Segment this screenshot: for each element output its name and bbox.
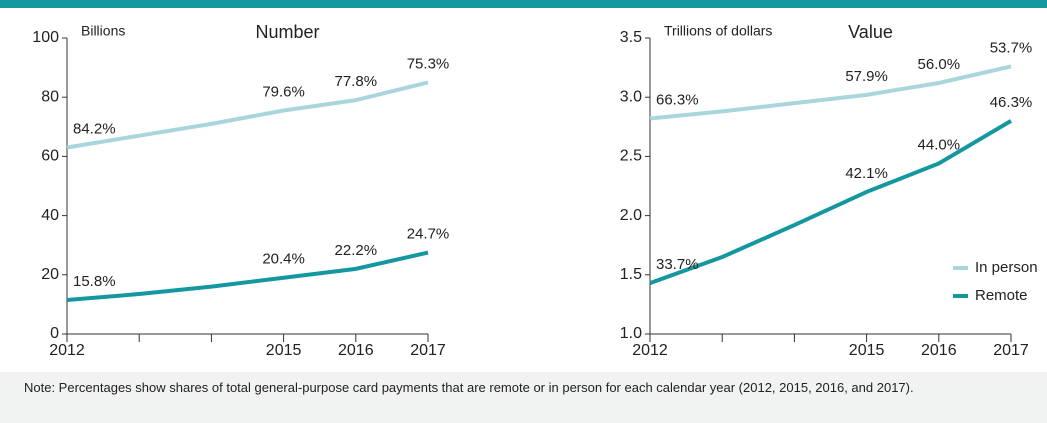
point-label: 75.3% xyxy=(407,55,450,72)
point-label: 57.9% xyxy=(845,68,888,85)
point-label: 24.7% xyxy=(407,226,450,243)
point-label: 56.0% xyxy=(918,56,961,73)
point-label: 53.7% xyxy=(990,39,1033,56)
chart-title: Value xyxy=(848,22,893,42)
y-tick-label: 20 xyxy=(41,266,59,283)
point-label: 22.2% xyxy=(335,242,378,259)
y-axis-label: Billions xyxy=(81,23,125,39)
note: Note: Percentages show shares of total g… xyxy=(0,372,1047,423)
y-tick-label: 1.0 xyxy=(620,325,642,342)
point-label: 44.0% xyxy=(918,136,961,153)
y-tick-label: 60 xyxy=(41,148,59,165)
y-tick-label: 2.5 xyxy=(620,148,642,165)
point-label: 33.7% xyxy=(656,256,699,273)
point-label: 46.3% xyxy=(990,94,1033,111)
y-tick-label: 0 xyxy=(50,325,59,342)
x-tick-label: 2016 xyxy=(338,342,374,359)
x-tick-label: 2012 xyxy=(49,342,85,359)
top-bar xyxy=(0,0,1047,8)
x-tick-label: 2017 xyxy=(410,342,446,359)
point-label: 42.1% xyxy=(845,165,888,182)
x-tick-label: 2016 xyxy=(921,342,957,359)
legend-label: In person xyxy=(975,259,1038,276)
series-line xyxy=(649,119,1013,285)
legend-label: Remote xyxy=(975,287,1028,304)
x-tick-label: 2015 xyxy=(266,342,302,359)
y-axis-label: Trillions of dollars xyxy=(664,23,772,39)
x-tick-label: 2015 xyxy=(849,342,885,359)
y-tick-label: 1.5 xyxy=(620,266,642,283)
y-tick-label: 2.0 xyxy=(620,207,642,224)
charts: Number Billions 0 20 40 60 80 100 2012 2015 2016 20… xyxy=(0,0,1047,359)
x-tick-label: 2012 xyxy=(632,342,668,359)
y-tick-label: 3.5 xyxy=(620,29,642,46)
point-label: 20.4% xyxy=(262,251,305,268)
point-label: 15.8% xyxy=(73,273,116,290)
y-tick-label: 80 xyxy=(41,88,59,105)
point-label: 66.3% xyxy=(656,91,699,108)
point-label: 79.6% xyxy=(262,83,305,100)
y-tick-label: 40 xyxy=(41,207,59,224)
series-line xyxy=(66,80,429,150)
y-tick-label: 100 xyxy=(32,29,59,46)
series-line xyxy=(66,250,429,302)
point-label: 77.8% xyxy=(335,73,378,90)
point-label: 84.2% xyxy=(73,120,116,137)
x-tick-label: 2017 xyxy=(993,342,1029,359)
series-line xyxy=(649,64,1012,121)
y-tick-label: 3.0 xyxy=(620,88,642,105)
chart-title: Number xyxy=(255,22,319,42)
